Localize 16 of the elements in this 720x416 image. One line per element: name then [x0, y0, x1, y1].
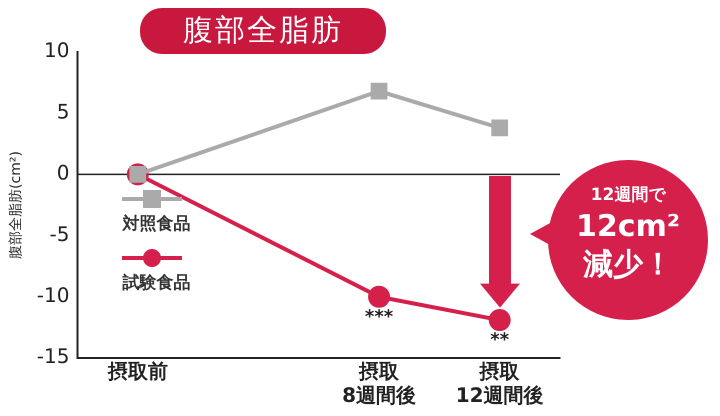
annotation: **	[490, 330, 510, 351]
y-tick-label: 10	[44, 38, 70, 62]
y-tick-label: -10	[36, 283, 70, 308]
legend-label: 対照食品	[122, 212, 190, 235]
y-tick-label: 5	[56, 99, 70, 124]
y-tick-label: -5	[50, 222, 70, 246]
x-tick-label: 摂取 8週間後	[342, 359, 416, 408]
y-tick-label: -15	[36, 344, 70, 368]
text: 12週間で 12cm² 減少！	[575, 184, 681, 284]
x-tick-label: 摂取前	[106, 359, 168, 384]
legend-label: 試験食品	[122, 272, 190, 294]
chart-title: 腹部全脂肪	[140, 8, 386, 54]
x-tick-label: 摂取 12週間後	[456, 359, 544, 408]
y-tick-label: 0	[56, 160, 70, 185]
annotation: ***	[364, 306, 394, 328]
y-axis-title: 腹部全脂肪(cm²)	[8, 151, 24, 259]
